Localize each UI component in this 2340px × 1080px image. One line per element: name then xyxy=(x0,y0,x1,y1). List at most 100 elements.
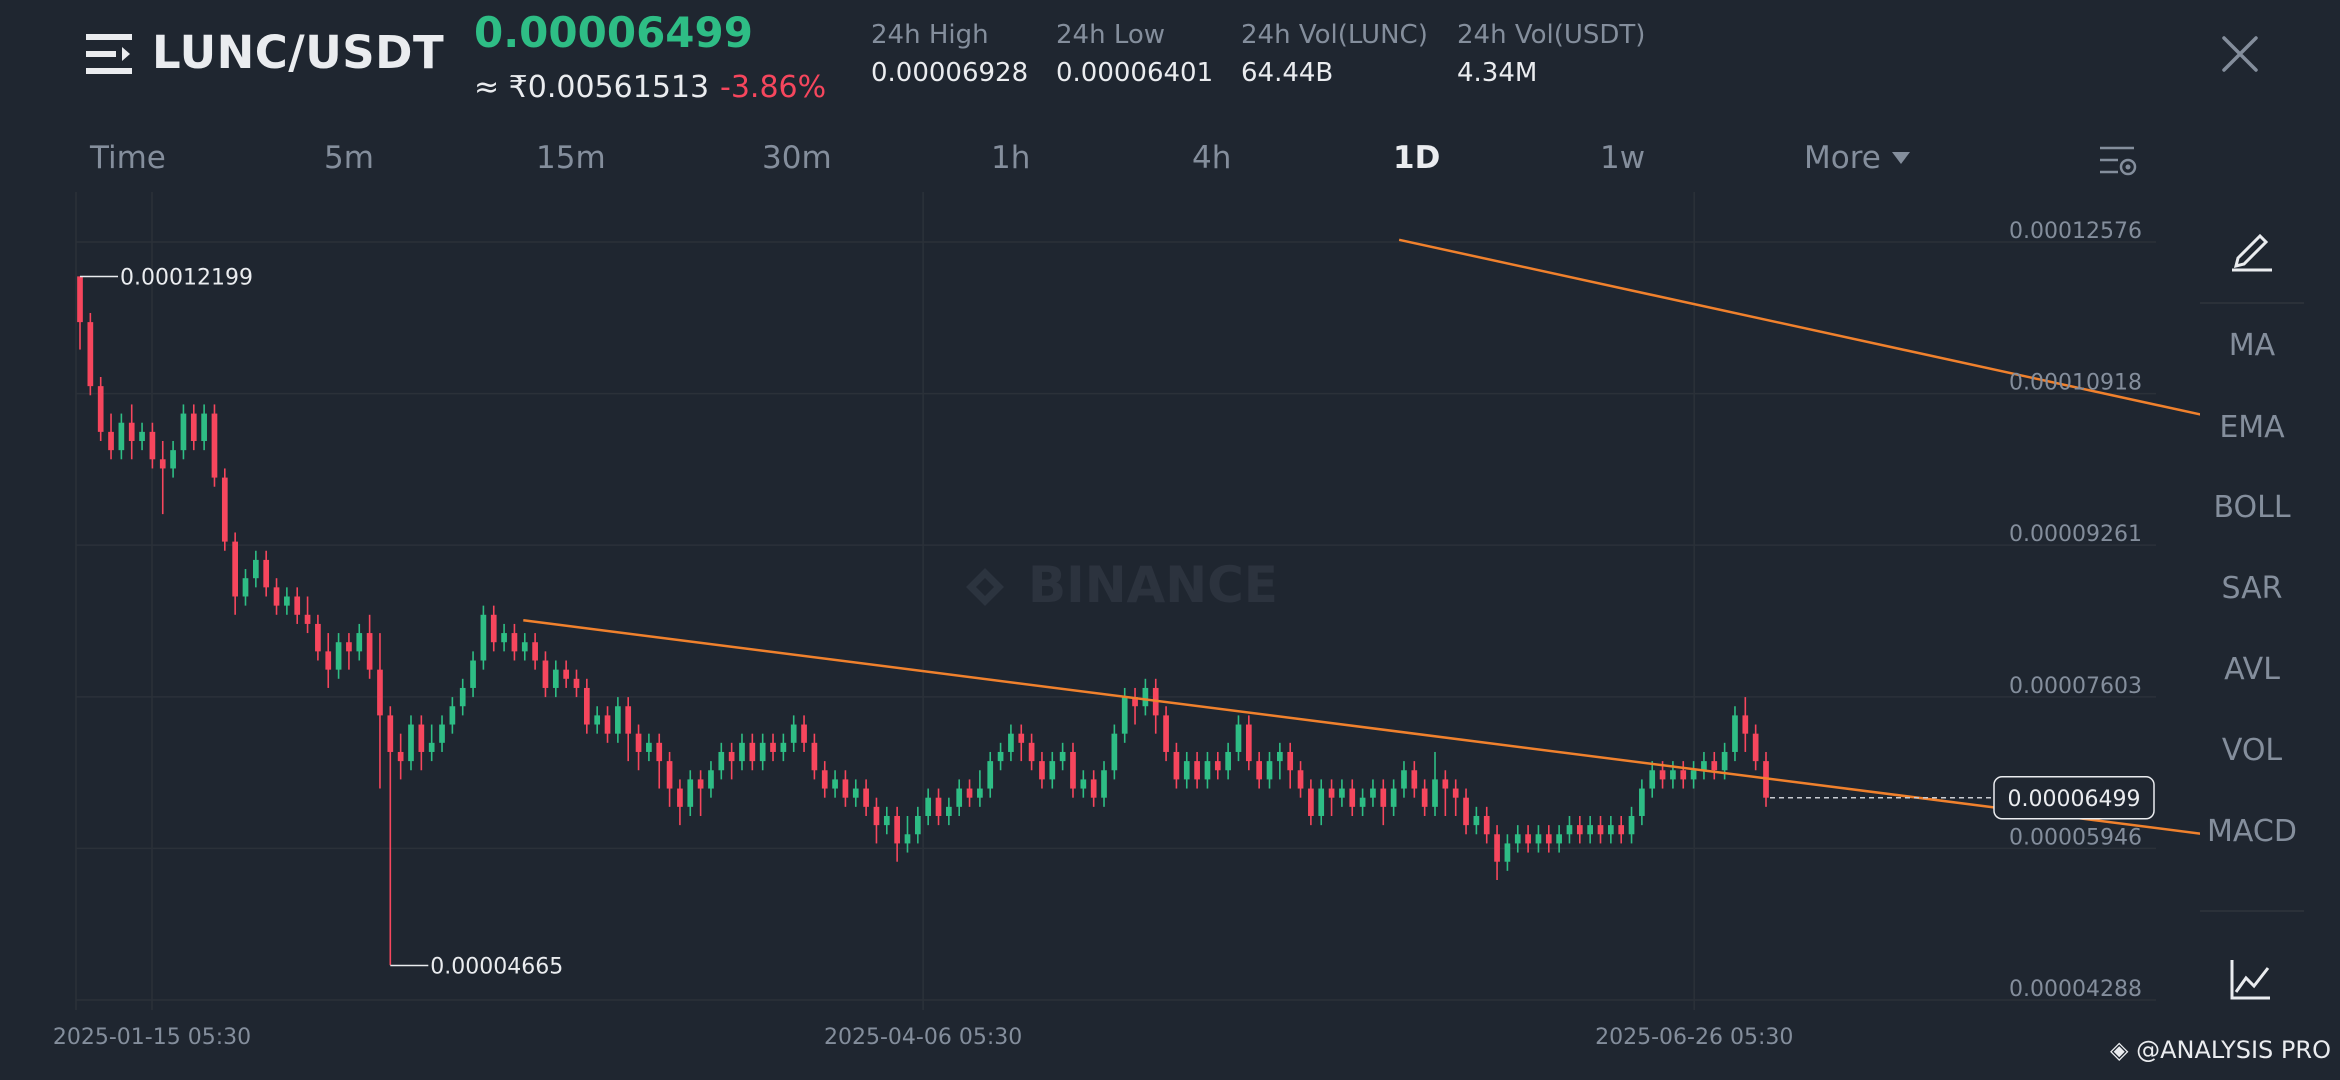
candle-body xyxy=(263,559,270,588)
candle-body xyxy=(1690,770,1697,780)
candle-body xyxy=(1597,825,1604,835)
candle-body xyxy=(759,742,766,762)
chart-settings-icon[interactable] xyxy=(2098,142,2138,180)
candle-body xyxy=(1256,761,1263,780)
candle-body xyxy=(521,642,528,652)
tab-5m[interactable]: 5m xyxy=(324,140,374,176)
candle-body xyxy=(687,779,694,807)
candle-body xyxy=(1318,788,1325,816)
tab-more[interactable]: More xyxy=(1804,140,1881,176)
candle-body xyxy=(583,687,590,725)
indicator-vol[interactable]: VOL xyxy=(2221,733,2283,768)
candle-body xyxy=(790,724,797,743)
menu-icon[interactable] xyxy=(86,32,132,76)
candle-body xyxy=(97,386,104,432)
candle-body xyxy=(956,788,963,807)
candle-body xyxy=(1163,715,1169,752)
candle-body xyxy=(356,633,363,652)
stat-value-24h-vol-usdt: 4.34M xyxy=(1457,58,1538,88)
pair-title[interactable]: LUNC/USDT xyxy=(152,26,445,79)
toolbar-divider xyxy=(2200,910,2304,912)
candle-body xyxy=(1463,797,1469,826)
indicator-ma[interactable]: MA xyxy=(2228,328,2276,363)
candle-body xyxy=(739,742,745,762)
candle-body xyxy=(1494,834,1500,862)
stat-value-24h-high: 0.00006928 xyxy=(871,58,1029,88)
candle-body xyxy=(511,633,518,652)
y-tick-label: 0.00010918 xyxy=(2009,371,2142,396)
candle-body xyxy=(1525,834,1531,844)
candle-body xyxy=(1370,788,1376,798)
candle-body xyxy=(821,770,828,789)
candle-body xyxy=(563,669,569,679)
candle-body xyxy=(1442,779,1449,789)
candle-body xyxy=(470,660,476,688)
candle-body xyxy=(1752,733,1759,762)
candle-body xyxy=(1049,761,1056,780)
candle-body xyxy=(1070,751,1076,789)
candle-body xyxy=(1608,825,1614,835)
trendlines[interactable] xyxy=(523,238,2200,845)
candle-body xyxy=(1545,834,1552,844)
candle-body xyxy=(232,541,238,597)
candle-body xyxy=(1618,825,1625,835)
candle-body xyxy=(728,751,735,762)
indicator-sar[interactable]: SAR xyxy=(2221,571,2283,606)
candle-body xyxy=(925,797,932,816)
draw-tool-icon[interactable] xyxy=(2228,224,2276,272)
candle-body xyxy=(1701,761,1707,771)
last-price: 0.00006499 xyxy=(474,8,753,57)
trendline[interactable] xyxy=(1398,238,2200,456)
candle-body xyxy=(1452,788,1459,798)
candle-body xyxy=(1245,724,1252,762)
stat-value-24h-low: 0.00006401 xyxy=(1056,58,1214,88)
stat-label-24h-vol-usdt: 24h Vol(USDT) xyxy=(1457,20,1646,50)
chart-grid xyxy=(75,192,2156,1010)
candle-body xyxy=(1432,779,1438,807)
indicator-macd[interactable]: MACD xyxy=(2207,814,2297,849)
candle-body xyxy=(201,413,207,442)
tab-4h[interactable]: 4h xyxy=(1192,140,1232,176)
candle-body xyxy=(284,596,290,606)
candle-body xyxy=(842,779,849,798)
candle-body xyxy=(1287,751,1294,771)
candle-body xyxy=(1028,742,1035,762)
candle-body xyxy=(1214,761,1221,771)
candle-body xyxy=(170,450,176,469)
candle-body xyxy=(977,788,983,798)
candle-body xyxy=(377,669,383,716)
tab-30m[interactable]: 30m xyxy=(762,140,832,176)
indicator-boll[interactable]: BOLL xyxy=(2213,490,2291,525)
tab-1d[interactable]: 1D xyxy=(1393,140,1441,176)
candle-body xyxy=(397,751,404,762)
indicator-ema[interactable]: EMA xyxy=(2219,410,2285,445)
candle-body xyxy=(128,422,135,442)
candle-body xyxy=(852,788,859,798)
candle-body xyxy=(625,706,632,734)
candle-body xyxy=(87,322,94,387)
trendline[interactable] xyxy=(523,619,2200,844)
caret-down-icon[interactable] xyxy=(1892,152,1910,164)
candle-body xyxy=(252,559,259,579)
candle-body xyxy=(428,742,435,752)
candle-body xyxy=(718,751,725,771)
candle-body xyxy=(480,614,487,661)
candlestick-chart[interactable]: BINANCE 0.000125760.000109180.000092610.… xyxy=(0,192,2200,1052)
candle-body xyxy=(242,578,249,597)
candle-body xyxy=(418,724,425,752)
candle-body xyxy=(1421,788,1428,807)
tab-15m[interactable]: 15m xyxy=(536,140,606,176)
y-tick-label: 0.00012576 xyxy=(2009,219,2142,244)
watermark-text: BINANCE xyxy=(1028,556,1278,614)
candle-body xyxy=(366,633,373,670)
footer-text: @ANALYSIS PRO xyxy=(2136,1036,2331,1064)
close-icon[interactable] xyxy=(2218,32,2262,76)
candle-body xyxy=(1121,697,1128,734)
tab-1w[interactable]: 1w xyxy=(1600,140,1646,176)
tab-time[interactable]: Time xyxy=(90,140,166,176)
candle-body xyxy=(304,614,311,624)
line-chart-icon[interactable] xyxy=(2228,958,2272,1002)
tab-1h[interactable]: 1h xyxy=(991,140,1031,176)
indicator-avl[interactable]: AVL xyxy=(2224,652,2280,687)
candle-body xyxy=(118,422,125,451)
